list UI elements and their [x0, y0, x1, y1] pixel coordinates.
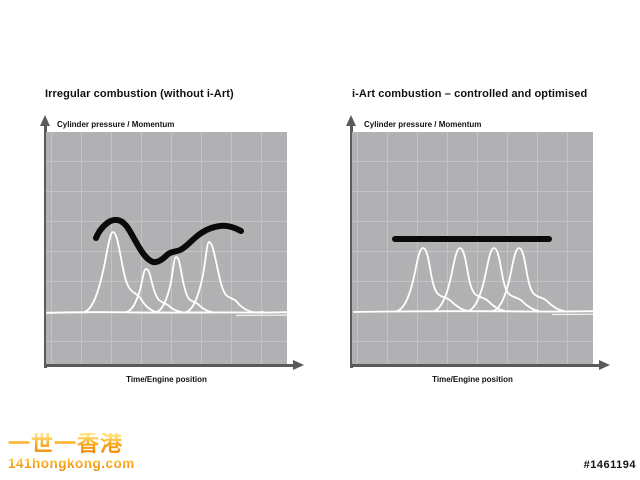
momentum-envelope-wavy-line: [93, 216, 244, 266]
pressure-peak-3: [467, 247, 540, 312]
pressure-peak-2: [433, 247, 506, 312]
baseline-curve: [353, 310, 593, 313]
x-axis-label-right: Time/Engine position: [432, 375, 513, 384]
plot-area-left: [46, 132, 287, 366]
pressure-peak-4: [492, 247, 565, 312]
plot-curves-right: [353, 236, 593, 316]
pressure-peak-3: [155, 256, 213, 313]
baseline-secondary-curve: [235, 314, 287, 317]
pressure-peak-1: [396, 247, 469, 312]
x-axis-label-left: Time/Engine position: [126, 375, 207, 384]
x-axis-line: [350, 364, 600, 367]
chart-title-left: Irregular combustion (without i-Art): [45, 88, 234, 100]
y-axis-arrow-icon: [40, 115, 50, 126]
y-axis-line: [44, 126, 47, 368]
watermark-domain-text: 141hongkong.com: [8, 456, 135, 471]
y-axis-arrow-icon: [346, 115, 356, 126]
image-id-label: #1461194: [583, 459, 636, 471]
y-axis-label-left: Cylinder pressure / Momentum: [57, 120, 175, 129]
pressure-peak-2: [125, 268, 183, 313]
pressure-peak-1: [83, 231, 157, 313]
x-axis-arrow-icon: [293, 360, 304, 370]
y-axis-line: [350, 126, 353, 368]
y-axis-label-right: Cylinder pressure / Momentum: [364, 120, 482, 129]
plot-curves-left: [46, 216, 287, 317]
baseline-curve: [46, 311, 287, 314]
watermark-chinese-text: 一世一香港: [8, 433, 135, 455]
chart-title-right: i-Art combustion – controlled and optimi…: [352, 88, 588, 100]
site-watermark: 一世一香港 141hongkong.com: [8, 433, 135, 471]
plot-area-right: [352, 132, 593, 366]
x-axis-line: [44, 364, 294, 367]
pressure-peak-4: [185, 241, 265, 314]
x-axis-arrow-icon: [599, 360, 610, 370]
